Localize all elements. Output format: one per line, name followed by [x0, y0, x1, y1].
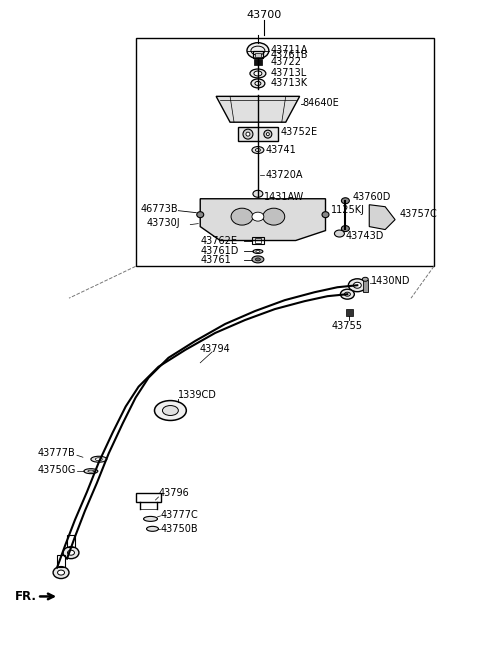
Ellipse shape [84, 468, 98, 474]
Text: 1431AW: 1431AW [264, 192, 304, 202]
Ellipse shape [247, 43, 269, 58]
Ellipse shape [256, 251, 260, 253]
Bar [67, 535, 75, 546]
Text: 43755: 43755 [332, 321, 363, 331]
Ellipse shape [362, 277, 368, 281]
Ellipse shape [253, 249, 263, 253]
Ellipse shape [344, 292, 350, 297]
Ellipse shape [348, 279, 366, 292]
Ellipse shape [340, 289, 354, 299]
Text: 84640E: 84640E [302, 98, 339, 108]
Bar [255, 52, 261, 56]
Polygon shape [200, 199, 325, 241]
Ellipse shape [96, 458, 102, 461]
Text: 43743D: 43743D [346, 230, 384, 241]
Ellipse shape [162, 405, 179, 415]
Text: 43720A: 43720A [266, 170, 303, 180]
Ellipse shape [254, 71, 262, 76]
Text: 43713L: 43713L [271, 68, 307, 79]
Ellipse shape [251, 79, 265, 88]
Ellipse shape [144, 516, 157, 522]
Text: 43741: 43741 [266, 145, 297, 155]
Ellipse shape [252, 256, 264, 263]
Bar [136, 37, 434, 266]
Ellipse shape [255, 81, 261, 85]
Ellipse shape [341, 226, 349, 232]
Text: 1430ND: 1430ND [371, 276, 411, 286]
Ellipse shape [266, 133, 269, 136]
Ellipse shape [252, 146, 264, 154]
Text: 1125KJ: 1125KJ [330, 205, 364, 215]
Ellipse shape [353, 282, 361, 288]
Ellipse shape [341, 197, 349, 204]
Ellipse shape [252, 212, 264, 221]
Ellipse shape [155, 401, 186, 420]
Ellipse shape [246, 132, 250, 136]
Bar [238, 127, 278, 141]
Ellipse shape [231, 208, 253, 225]
Ellipse shape [88, 470, 94, 472]
Ellipse shape [58, 570, 64, 575]
Polygon shape [216, 96, 300, 122]
Text: 43750G: 43750G [37, 465, 75, 475]
Text: 43777B: 43777B [37, 448, 75, 459]
Text: 43757C: 43757C [399, 209, 437, 218]
Ellipse shape [91, 457, 107, 462]
Ellipse shape [243, 129, 253, 139]
Ellipse shape [322, 212, 329, 218]
Ellipse shape [255, 148, 260, 152]
Bar [363, 280, 368, 292]
Text: 43777C: 43777C [160, 510, 198, 520]
Ellipse shape [146, 526, 158, 531]
Bar [252, 237, 264, 245]
Text: 43730J: 43730J [146, 218, 180, 228]
Text: 43752E: 43752E [281, 127, 318, 137]
Ellipse shape [197, 212, 204, 218]
Text: 43761: 43761 [200, 255, 231, 266]
Ellipse shape [53, 567, 69, 579]
Text: 43761D: 43761D [200, 247, 239, 256]
Ellipse shape [263, 208, 285, 225]
Text: 43794: 43794 [200, 344, 230, 354]
Text: 43761B: 43761B [271, 50, 308, 60]
Text: FR.: FR. [15, 590, 37, 603]
Polygon shape [369, 205, 395, 230]
Ellipse shape [264, 130, 272, 138]
Bar [136, 493, 161, 502]
Text: 43762E: 43762E [200, 236, 237, 245]
Text: 43722: 43722 [271, 56, 302, 66]
Bar [253, 51, 263, 58]
Text: 43700: 43700 [246, 10, 281, 20]
Text: 43760D: 43760D [352, 192, 391, 202]
Bar [254, 58, 262, 64]
Text: 43711A: 43711A [271, 45, 308, 54]
Ellipse shape [250, 69, 266, 78]
Text: 1339CD: 1339CD [179, 390, 217, 400]
Ellipse shape [253, 190, 263, 197]
Ellipse shape [63, 546, 79, 559]
Ellipse shape [335, 230, 344, 237]
Text: 46773B: 46773B [141, 204, 178, 214]
Ellipse shape [68, 550, 74, 555]
Text: 43713K: 43713K [271, 79, 308, 89]
Bar [347, 309, 353, 316]
Text: 43796: 43796 [158, 488, 189, 498]
Text: 43750B: 43750B [160, 524, 198, 534]
Ellipse shape [255, 258, 260, 261]
Bar [57, 555, 65, 567]
Bar [255, 237, 261, 243]
